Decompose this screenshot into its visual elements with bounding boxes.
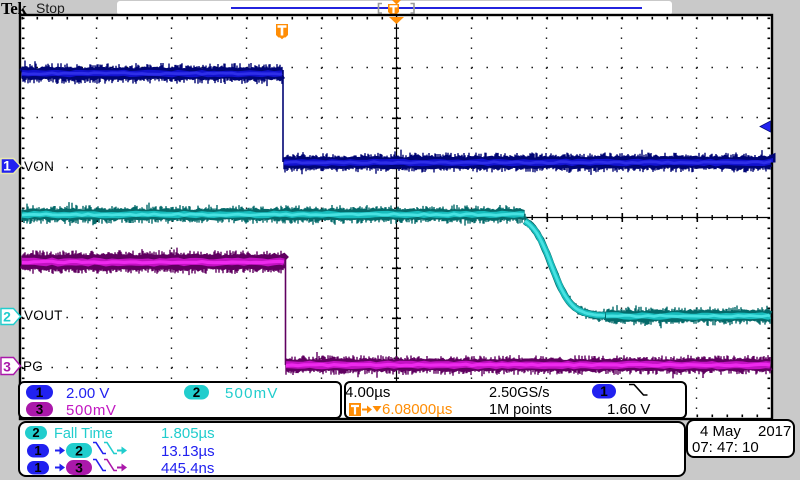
svg-text:500mV: 500mV xyxy=(66,402,117,419)
svg-text:4.00µs: 4.00µs xyxy=(345,384,390,401)
svg-text:4 May: 4 May xyxy=(700,423,741,440)
svg-text:2: 2 xyxy=(32,425,39,440)
svg-text:1.805µs: 1.805µs xyxy=(161,425,215,442)
svg-text:07: 47: 10: 07: 47: 10 xyxy=(692,439,759,456)
svg-text:3: 3 xyxy=(75,460,83,476)
svg-text:2: 2 xyxy=(75,443,83,459)
svg-text:2.00 V: 2.00 V xyxy=(66,385,109,402)
svg-text:445.4ns: 445.4ns xyxy=(161,460,214,477)
svg-text:1.60 V: 1.60 V xyxy=(607,401,650,418)
svg-text:2: 2 xyxy=(193,385,201,400)
svg-text:1: 1 xyxy=(36,385,44,400)
svg-text:VON: VON xyxy=(24,159,54,174)
svg-text:2.50GS/s: 2.50GS/s xyxy=(489,385,549,401)
svg-text:1: 1 xyxy=(34,443,41,458)
svg-text:2017: 2017 xyxy=(758,423,791,440)
svg-text:1: 1 xyxy=(600,384,608,399)
svg-text:500mV: 500mV xyxy=(225,385,279,402)
svg-text:3: 3 xyxy=(36,402,44,417)
svg-text:6.08000µs: 6.08000µs xyxy=(382,401,452,418)
svg-text:3: 3 xyxy=(3,358,11,374)
svg-text:PG: PG xyxy=(23,359,43,374)
svg-text:13.13µs: 13.13µs xyxy=(161,443,215,460)
svg-text:VOUT: VOUT xyxy=(24,308,63,323)
svg-text:1M points: 1M points xyxy=(489,402,552,418)
svg-text:2: 2 xyxy=(3,308,11,324)
svg-text:1: 1 xyxy=(3,157,11,173)
svg-text:1: 1 xyxy=(34,460,41,475)
svg-text:Fall Time: Fall Time xyxy=(54,426,113,442)
